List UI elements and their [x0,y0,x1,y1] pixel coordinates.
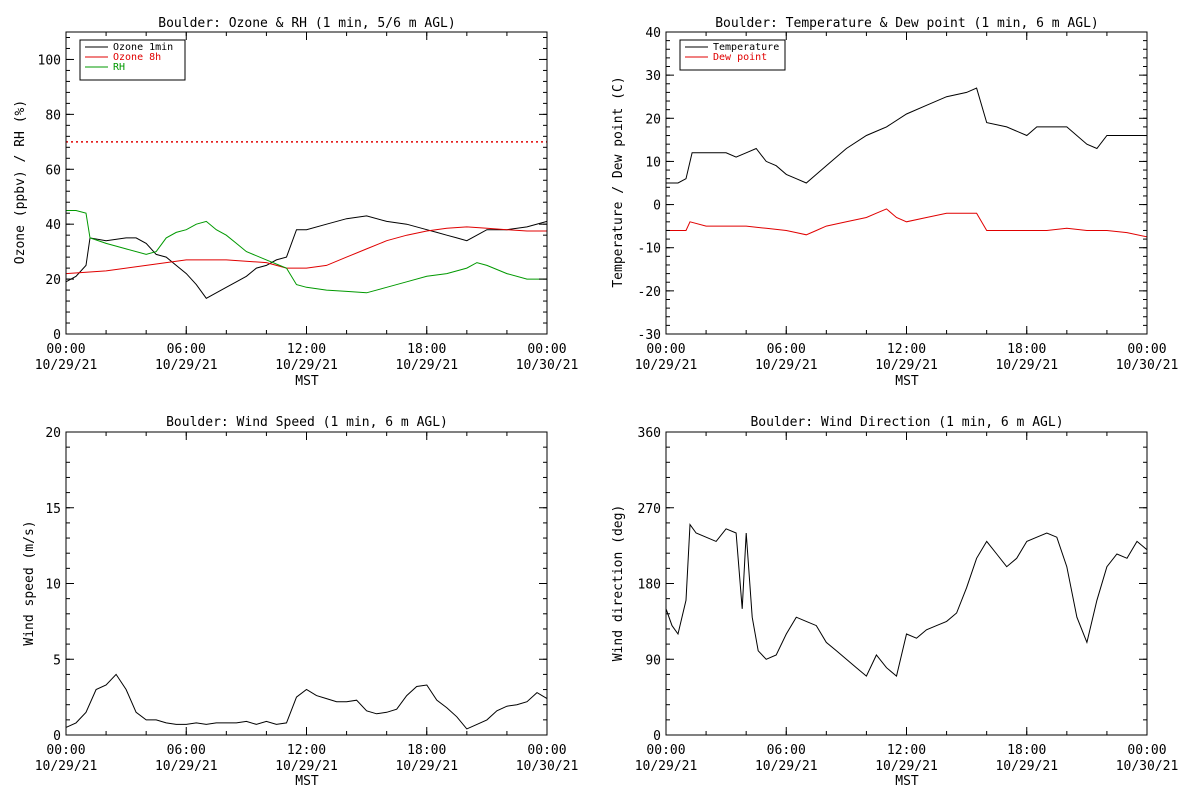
series-line-0 [65,673,548,730]
x-tick-date-label: 10/29/21 [395,759,458,774]
legend-label: RH [113,62,125,73]
plot-frame [665,31,1148,335]
x-tick-label: 00:00 [646,743,685,758]
x-tick-date-label: 10/29/21 [875,759,938,774]
x-tick-date-label: 10/29/21 [995,759,1058,774]
panel-title: Boulder: Ozone & RH (1 min, 5/6 m AGL) [158,16,455,31]
series-line-0 [665,523,1148,678]
x-tick-date-label: 10/29/21 [35,358,98,373]
x-tick-date-label: 10/29/21 [395,358,458,373]
y-tick-label: 80 [45,108,61,123]
y-tick-label: 10 [45,578,61,593]
x-tick-label: 00:00 [46,743,85,758]
x-axis-label: MST [895,374,919,389]
y-tick-label: 270 [638,502,661,517]
y-axis-label: Wind speed (m/s) [22,520,37,645]
ozone-rh-panel: Boulder: Ozone & RH (1 min, 5/6 m AGL) O… [13,16,578,389]
series-line-ozone-1min [65,215,548,299]
x-tick-label: 00:00 [527,743,566,758]
x-axis-label: MST [295,774,319,789]
y-axis-label: Ozone (ppbv) / RH (%) [13,100,28,264]
x-tick-label: 18:00 [1007,743,1046,758]
x-tick-label: 12:00 [887,342,926,357]
x-tick-label: 00:00 [1127,342,1166,357]
legend-box [679,39,786,71]
y-tick-label: 0 [653,199,661,214]
y-tick-label: 10 [645,155,661,170]
legend-label: Ozone 8h [113,52,161,63]
x-tick-date-label: 10/30/21 [1116,759,1179,774]
y-tick-label: 20 [645,112,661,127]
legend-label: Dew point [713,52,767,63]
y-tick-label: 40 [645,26,661,41]
x-tick-label: 00:00 [46,342,85,357]
x-tick-date-label: 10/29/21 [995,358,1058,373]
series-line-dew-point [666,208,1148,238]
y-tick-label: 5 [53,653,61,668]
y-tick-label: 15 [45,502,61,517]
x-tick-label: 00:00 [527,342,566,357]
y-tick-label: 100 [38,53,61,68]
legend-label: Ozone 1min [113,42,173,53]
x-tick-date-label: 10/29/21 [755,759,818,774]
y-tick-label: 90 [645,653,661,668]
series-line-temperature [666,87,1147,184]
y-axis-label: Temperature / Dew point (C) [611,76,626,287]
wind-direction-panel: Boulder: Wind Direction (1 min, 6 m AGL)… [611,415,1178,789]
x-tick-date-label: 10/29/21 [155,358,218,373]
y-tick-label: 60 [45,163,61,178]
y-tick-label: 360 [638,426,661,441]
x-axis-label: MST [295,374,319,389]
x-tick-date-label: 10/30/21 [516,358,579,373]
x-tick-date-label: 10/30/21 [1116,358,1179,373]
y-tick-label: 0 [53,729,61,744]
x-tick-date-label: 10/29/21 [275,358,338,373]
y-tick-label: -10 [638,242,661,257]
y-tick-label: 20 [45,426,61,441]
x-tick-date-label: 10/29/21 [275,759,338,774]
x-tick-label: 06:00 [767,342,806,357]
y-tick-label: 0 [53,328,61,343]
x-tick-date-label: 10/29/21 [755,358,818,373]
x-tick-date-label: 10/29/21 [155,759,218,774]
x-tick-label: 00:00 [1127,743,1166,758]
y-axis-label: Wind direction (deg) [611,505,626,662]
x-tick-date-label: 10/29/21 [635,358,698,373]
y-tick-label: 30 [645,69,661,84]
plot-frame [665,431,1148,736]
x-tick-label: 00:00 [646,342,685,357]
x-tick-label: 12:00 [887,743,926,758]
panel-title: Boulder: Wind Speed (1 min, 6 m AGL) [166,415,448,430]
y-tick-label: 40 [45,218,61,233]
x-tick-label: 12:00 [287,743,326,758]
x-tick-label: 06:00 [767,743,806,758]
series-line-rh [66,210,547,294]
y-tick-label: 0 [653,729,661,744]
series-line-ozone-8h [65,226,547,275]
x-tick-date-label: 10/29/21 [35,759,98,774]
x-tick-label: 18:00 [407,342,446,357]
y-tick-label: 180 [638,578,661,593]
panel-title: Boulder: Wind Direction (1 min, 6 m AGL) [750,415,1063,430]
y-tick-label: -20 [638,285,661,300]
x-axis-label: MST [895,774,919,789]
x-tick-date-label: 10/29/21 [875,358,938,373]
x-tick-label: 18:00 [1007,342,1046,357]
x-tick-date-label: 10/29/21 [635,759,698,774]
legend-label: Temperature [713,42,779,53]
x-tick-label: 06:00 [167,743,206,758]
temperature-dewpoint-panel: Boulder: Temperature & Dew point (1 min,… [611,16,1178,389]
x-tick-label: 18:00 [407,743,446,758]
y-tick-label: 20 [45,273,61,288]
y-tick-label: -30 [638,328,661,343]
x-tick-date-label: 10/30/21 [516,759,579,774]
wind-speed-panel: Boulder: Wind Speed (1 min, 6 m AGL) Win… [22,415,578,789]
x-tick-label: 06:00 [167,342,206,357]
panel-title: Boulder: Temperature & Dew point (1 min,… [715,16,1099,31]
x-tick-label: 12:00 [287,342,326,357]
